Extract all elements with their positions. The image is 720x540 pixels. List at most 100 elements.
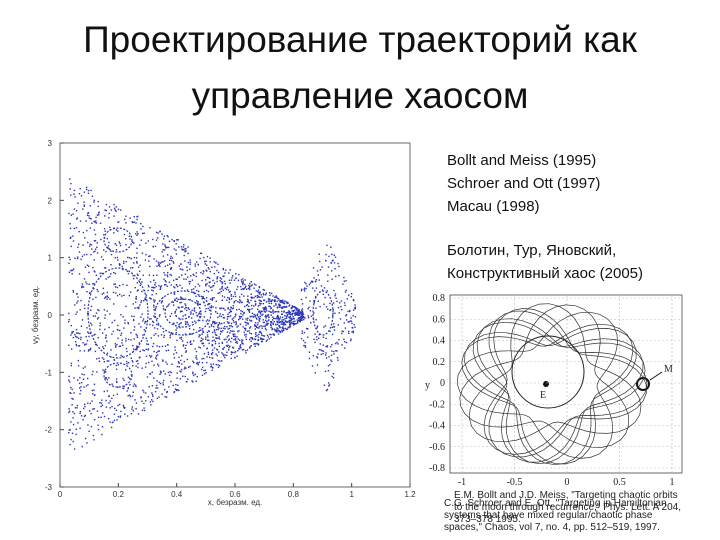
dot: [164, 284, 166, 286]
dot: [130, 257, 132, 260]
dot: [79, 188, 81, 190]
dot: [288, 310, 291, 313]
dot: [285, 312, 288, 314]
dot: [331, 278, 333, 280]
dot: [134, 384, 137, 386]
dot: [68, 212, 70, 215]
dot: [250, 333, 253, 335]
dot: [159, 314, 161, 316]
dot: [180, 359, 182, 361]
dot: [139, 244, 141, 246]
dot: [162, 370, 165, 372]
dot: [238, 348, 241, 350]
dot: [202, 331, 204, 333]
dot: [125, 337, 127, 340]
dot: [68, 256, 70, 258]
dot: [271, 328, 273, 331]
dot: [83, 205, 85, 207]
dot: [162, 382, 164, 384]
dot: [163, 235, 165, 237]
dot: [292, 312, 294, 314]
dot: [78, 273, 81, 275]
dot: [155, 357, 157, 359]
dot: [198, 303, 201, 305]
dot: [242, 326, 244, 328]
dot: [209, 257, 211, 259]
dot: [262, 302, 264, 305]
dot: [101, 426, 104, 428]
dot: [68, 411, 70, 414]
dot: [131, 395, 134, 397]
dot: [319, 343, 321, 345]
dot: [93, 199, 95, 202]
dot: [77, 202, 79, 204]
dot: [105, 209, 107, 212]
dot: [72, 331, 74, 333]
dot: [90, 347, 92, 350]
dot: [255, 331, 257, 334]
dot: [255, 343, 257, 345]
dot: [175, 329, 177, 331]
dot: [92, 434, 95, 437]
dot: [322, 344, 324, 346]
island: [103, 227, 133, 253]
dot: [285, 315, 288, 318]
dot: [157, 365, 160, 367]
dot: [90, 218, 92, 220]
dot: [89, 243, 91, 245]
dot: [246, 330, 249, 332]
dot: [132, 410, 134, 412]
dot: [168, 281, 171, 284]
dot: [74, 341, 77, 343]
dot: [248, 310, 250, 312]
dot: [175, 249, 177, 251]
dot: [90, 412, 92, 415]
dot: [302, 339, 305, 342]
dot: [275, 311, 277, 313]
dot: [304, 317, 306, 319]
dot: [170, 255, 172, 258]
dot: [130, 332, 132, 334]
dot: [72, 213, 74, 215]
dot: [109, 407, 111, 409]
dot: [125, 215, 127, 217]
dot: [311, 281, 313, 283]
dot: [90, 305, 93, 308]
dot: [133, 277, 135, 280]
dot: [178, 324, 180, 326]
dot: [123, 379, 125, 382]
dot: [105, 377, 108, 379]
dot: [114, 243, 116, 245]
dot: [247, 295, 249, 297]
dot: [336, 357, 339, 359]
dot: [205, 285, 207, 287]
dot: [316, 270, 319, 272]
dot: [102, 369, 104, 371]
dot: [252, 338, 254, 340]
dot: [96, 410, 99, 412]
y-tick-label: -0.8: [429, 463, 445, 474]
dot: [86, 253, 88, 256]
dot: [210, 353, 213, 355]
dot: [115, 244, 118, 246]
dot: [179, 284, 181, 286]
dot: [197, 283, 199, 285]
x-tick-label: 0.2: [113, 490, 125, 499]
dot: [263, 310, 265, 313]
dot: [85, 220, 87, 222]
dot: [223, 346, 225, 349]
dot: [225, 344, 228, 347]
dot: [273, 299, 275, 301]
dot: [76, 404, 79, 407]
dot: [222, 307, 225, 310]
dot: [108, 326, 110, 329]
dot: [247, 299, 249, 301]
dot: [84, 266, 87, 268]
dot: [281, 316, 284, 319]
dot: [89, 349, 91, 351]
dot: [182, 340, 184, 342]
dot: [250, 299, 252, 302]
dot: [256, 324, 259, 326]
dot: [289, 326, 292, 328]
dot: [294, 314, 296, 316]
